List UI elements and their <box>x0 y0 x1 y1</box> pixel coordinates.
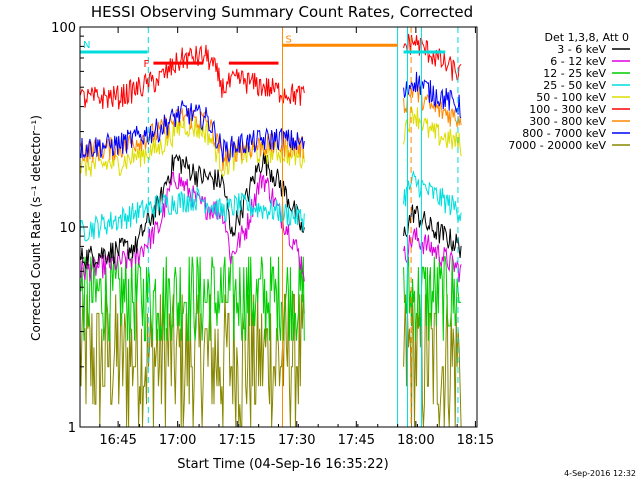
x-tick-label-1745: 17:45 <box>338 433 375 448</box>
series-line-3-6-kev-seg1 <box>403 204 462 259</box>
series-layer <box>79 33 462 428</box>
y-axis-label: Corrected Count Rate (s⁻¹ detector⁻¹) <box>29 115 43 341</box>
y-tick-label-1: 1 <box>68 421 76 436</box>
footer-timestamp: 4-Sep-2016 12:32 <box>564 469 636 478</box>
x-axis-label: Start Time (04-Sep-16 16:35:22) <box>177 457 388 472</box>
series-line-100-300-kev-seg1 <box>403 33 462 81</box>
legend-label-0: 3 - 6 keV <box>557 43 606 56</box>
series-line-6-12-kev-seg1 <box>403 227 462 283</box>
series-line-800-7000-kev-seg0 <box>79 100 305 163</box>
legend-label-4: 50 - 100 keV <box>536 91 606 104</box>
x-tick-label-1700: 17:00 <box>159 433 196 448</box>
series-line-25-50-kev-seg1 <box>403 170 462 222</box>
legend-label-2: 12 - 25 keV <box>543 67 606 80</box>
legend-label-6: 300 - 800 keV <box>529 115 606 128</box>
series-line-7000-20000-kev-seg0 <box>79 293 305 428</box>
series-line-100-300-kev-seg0 <box>79 44 305 110</box>
series-line-50-100-kev-seg1 <box>403 106 462 157</box>
x-tick-label-1645: 16:45 <box>99 433 136 448</box>
legend-label-7: 800 - 7000 keV <box>522 127 606 140</box>
legend-label-8: 7000 - 20000 keV <box>508 139 606 152</box>
flag-label-f: F <box>143 59 149 70</box>
series-line-12-25-kev-seg1 <box>403 256 462 341</box>
series-line-800-7000-kev-seg1 <box>403 71 462 119</box>
marker-layer: N F S <box>80 27 459 427</box>
flag-label-s: S <box>285 34 291 45</box>
y-tick-label-100: 100 <box>51 21 76 36</box>
series-line-50-100-kev-seg0 <box>79 117 305 178</box>
legend-header: Det 1,3,8, Att 0 <box>545 31 629 44</box>
series-line-3-6-kev-seg0 <box>79 151 305 269</box>
legend-label-3: 25 - 50 keV <box>543 79 606 92</box>
legend-label-5: 100 - 300 keV <box>529 103 606 116</box>
y-tick-label-10: 10 <box>59 221 76 236</box>
x-tick-label-1815: 18:15 <box>457 433 494 448</box>
chart-title: HESSI Observing Summary Count Rates, Cor… <box>91 3 473 21</box>
series-line-6-12-kev-seg0 <box>79 171 305 282</box>
x-tick-label-1715: 17:15 <box>218 433 255 448</box>
series-line-7000-20000-kev-seg1 <box>403 294 462 428</box>
x-tick-label-1800: 18:00 <box>397 433 434 448</box>
x-tick-label-1730: 17:30 <box>278 433 315 448</box>
frame-layer: 1 10 100 16:45 17:00 17:15 17:30 17:45 18:00 18:1… <box>51 21 494 448</box>
flag-label-n: N <box>83 40 90 51</box>
legend-label-1: 6 - 12 keV <box>550 55 606 68</box>
series-line-25-50-kev-seg0 <box>79 186 305 242</box>
